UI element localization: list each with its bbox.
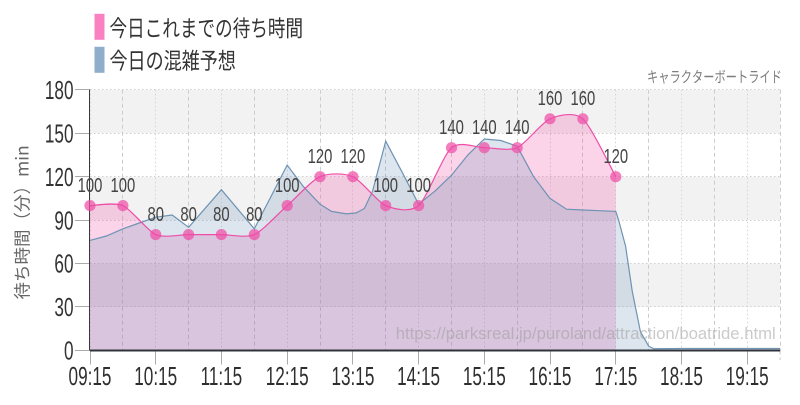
svg-text:160: 160 bbox=[538, 87, 563, 110]
svg-text:https://parksreal.jp/puroland/: https://parksreal.jp/puroland/attraction… bbox=[396, 324, 776, 343]
svg-text:11:15: 11:15 bbox=[201, 362, 243, 392]
svg-text:140: 140 bbox=[439, 116, 464, 139]
svg-text:15:15: 15:15 bbox=[463, 362, 506, 392]
svg-text:90: 90 bbox=[54, 206, 73, 236]
svg-text:19:15: 19:15 bbox=[726, 362, 769, 392]
svg-text:120: 120 bbox=[603, 145, 628, 168]
svg-text:10:15: 10:15 bbox=[134, 362, 177, 392]
svg-text:100: 100 bbox=[78, 174, 103, 197]
svg-text:80: 80 bbox=[180, 203, 197, 226]
svg-text:16:15: 16:15 bbox=[529, 362, 572, 392]
svg-text:17:15: 17:15 bbox=[594, 362, 637, 392]
svg-text:13:15: 13:15 bbox=[331, 362, 374, 392]
svg-text:160: 160 bbox=[571, 87, 596, 110]
svg-text:0: 0 bbox=[64, 336, 74, 366]
svg-text:60: 60 bbox=[54, 249, 73, 279]
svg-text:18:15: 18:15 bbox=[660, 362, 703, 392]
svg-text:30: 30 bbox=[54, 293, 73, 323]
svg-text:80: 80 bbox=[213, 203, 230, 226]
svg-text:140: 140 bbox=[505, 116, 530, 139]
svg-text:100: 100 bbox=[111, 174, 136, 197]
svg-text:09:15: 09:15 bbox=[69, 362, 112, 392]
svg-text:180: 180 bbox=[45, 75, 74, 105]
svg-text:100: 100 bbox=[406, 174, 431, 197]
svg-text:120: 120 bbox=[308, 145, 333, 168]
svg-text:150: 150 bbox=[45, 119, 74, 149]
svg-text:100: 100 bbox=[275, 174, 300, 197]
svg-text:12:15: 12:15 bbox=[266, 362, 309, 392]
svg-text:80: 80 bbox=[147, 203, 164, 226]
svg-text:100: 100 bbox=[373, 174, 398, 197]
svg-text:140: 140 bbox=[472, 116, 497, 139]
svg-text:120: 120 bbox=[341, 145, 366, 168]
svg-text:80: 80 bbox=[246, 203, 263, 226]
svg-text:14:15: 14:15 bbox=[397, 362, 440, 392]
svg-text:120: 120 bbox=[45, 162, 74, 192]
